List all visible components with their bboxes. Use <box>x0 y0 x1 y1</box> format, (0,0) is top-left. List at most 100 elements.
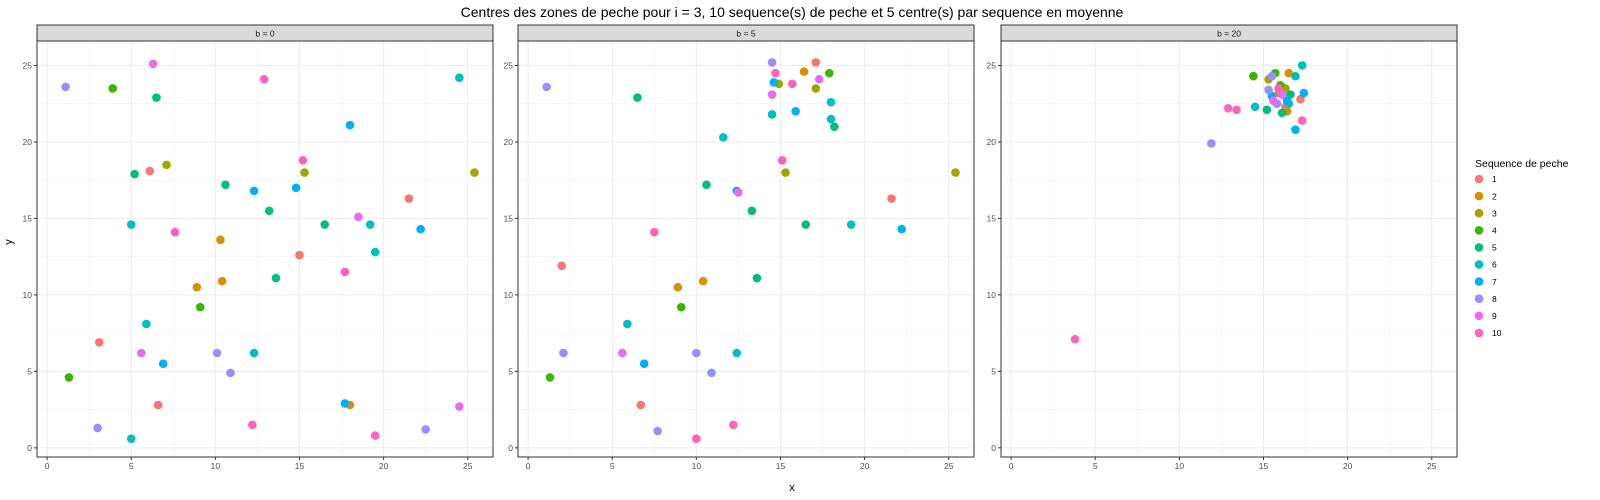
data-point <box>295 250 304 260</box>
data-point <box>340 399 350 408</box>
data-point <box>1070 334 1080 344</box>
data-point <box>137 348 146 358</box>
legend: Sequence de peche 1 2 3 4 5 6 7 8 9 10 <box>1474 158 1569 338</box>
data-point <box>404 194 414 203</box>
legend-label: 10 <box>1492 328 1502 338</box>
data-point <box>216 235 225 245</box>
data-point <box>1284 68 1294 78</box>
data-point <box>148 59 158 69</box>
data-point <box>416 224 425 234</box>
y-tick-label: 5 <box>508 366 513 376</box>
data-points <box>61 59 479 443</box>
data-point <box>623 319 632 329</box>
y-tick-label: 0 <box>27 443 32 453</box>
legend-item: 10 <box>1474 328 1502 338</box>
x-tick-label: 20 <box>379 461 389 471</box>
data-point <box>557 261 567 271</box>
minor-gridlines <box>37 41 493 457</box>
data-point <box>264 206 274 216</box>
legend-item: 1 <box>1474 174 1497 184</box>
data-point <box>649 227 659 237</box>
data-point <box>559 348 568 358</box>
y-tick-label: 25 <box>987 60 997 70</box>
x-tick-label: 25 <box>463 461 473 471</box>
data-point <box>61 82 70 92</box>
data-point <box>158 359 168 369</box>
data-point <box>707 368 716 378</box>
y-tick-label: 15 <box>504 213 514 223</box>
data-point <box>767 110 777 119</box>
data-point <box>747 206 757 216</box>
data-point <box>94 337 104 347</box>
legend-label: 9 <box>1492 311 1497 321</box>
x-tick-label: 15 <box>295 461 305 471</box>
data-point <box>212 348 222 358</box>
data-point <box>639 359 649 369</box>
data-point <box>226 368 235 378</box>
data-point <box>1282 96 1292 105</box>
data-point <box>1223 103 1233 113</box>
data-point <box>897 224 906 234</box>
data-point <box>259 74 269 84</box>
y-tick-label: 20 <box>23 137 33 147</box>
data-point <box>1249 71 1258 81</box>
x-axis: 0 5 10 15 20 25 <box>526 457 954 471</box>
data-point <box>1262 105 1272 115</box>
legend-key <box>1474 208 1484 218</box>
data-point <box>1232 105 1241 115</box>
data-point <box>732 348 742 358</box>
data-point <box>542 82 551 92</box>
data-point <box>1277 108 1287 118</box>
chart-title: Centres des zones de peche pour i = 3, 1… <box>461 4 1124 20</box>
data-point <box>354 212 363 222</box>
x-tick-label: 20 <box>860 461 870 471</box>
y-tick-label: 15 <box>23 213 33 223</box>
facet-strip-label: b = 20 <box>1217 29 1241 39</box>
data-point <box>771 68 780 78</box>
legend-item: 9 <box>1474 311 1497 321</box>
x-tick-label: 25 <box>1427 461 1437 471</box>
panel-border <box>36 40 494 458</box>
y-axis: 0 5 10 15 20 25 <box>987 60 1001 453</box>
data-point <box>811 58 821 67</box>
data-point <box>814 74 824 84</box>
x-tick-label: 0 <box>1009 461 1014 471</box>
legend-item: 8 <box>1474 294 1497 304</box>
legend-items: 1 2 3 4 5 6 7 8 9 10 <box>1474 174 1502 338</box>
data-point <box>676 302 686 312</box>
y-tick-label: 5 <box>27 366 32 376</box>
major-gridlines <box>37 41 493 457</box>
data-point <box>93 423 102 433</box>
data-points <box>542 58 960 443</box>
x-tick-label: 10 <box>692 461 702 471</box>
y-tick-label: 10 <box>23 290 33 300</box>
legend-label: 1 <box>1492 174 1497 184</box>
data-point <box>767 58 777 67</box>
legend-label: 6 <box>1492 260 1497 270</box>
legend-key <box>1474 294 1484 304</box>
data-point <box>887 194 896 203</box>
data-point <box>718 133 728 142</box>
data-point <box>777 155 787 165</box>
data-point <box>249 186 259 196</box>
legend-item: 6 <box>1474 260 1497 270</box>
data-point <box>470 168 479 177</box>
legend-label: 2 <box>1492 191 1497 201</box>
data-point <box>221 180 230 190</box>
data-point <box>217 276 227 286</box>
data-point <box>769 77 779 87</box>
legend-key <box>1474 243 1484 252</box>
data-point <box>752 273 762 283</box>
minor-gridlines <box>518 41 974 457</box>
data-point <box>633 93 642 102</box>
data-point <box>370 247 380 257</box>
y-tick-label: 0 <box>991 443 996 453</box>
data-point <box>1267 71 1277 81</box>
data-points <box>1070 61 1309 344</box>
x-tick-label: 15 <box>1259 461 1269 471</box>
x-tick-label: 10 <box>1175 461 1185 471</box>
data-point <box>340 267 350 277</box>
data-point <box>729 420 738 430</box>
data-point <box>195 302 205 312</box>
data-point <box>787 79 797 89</box>
